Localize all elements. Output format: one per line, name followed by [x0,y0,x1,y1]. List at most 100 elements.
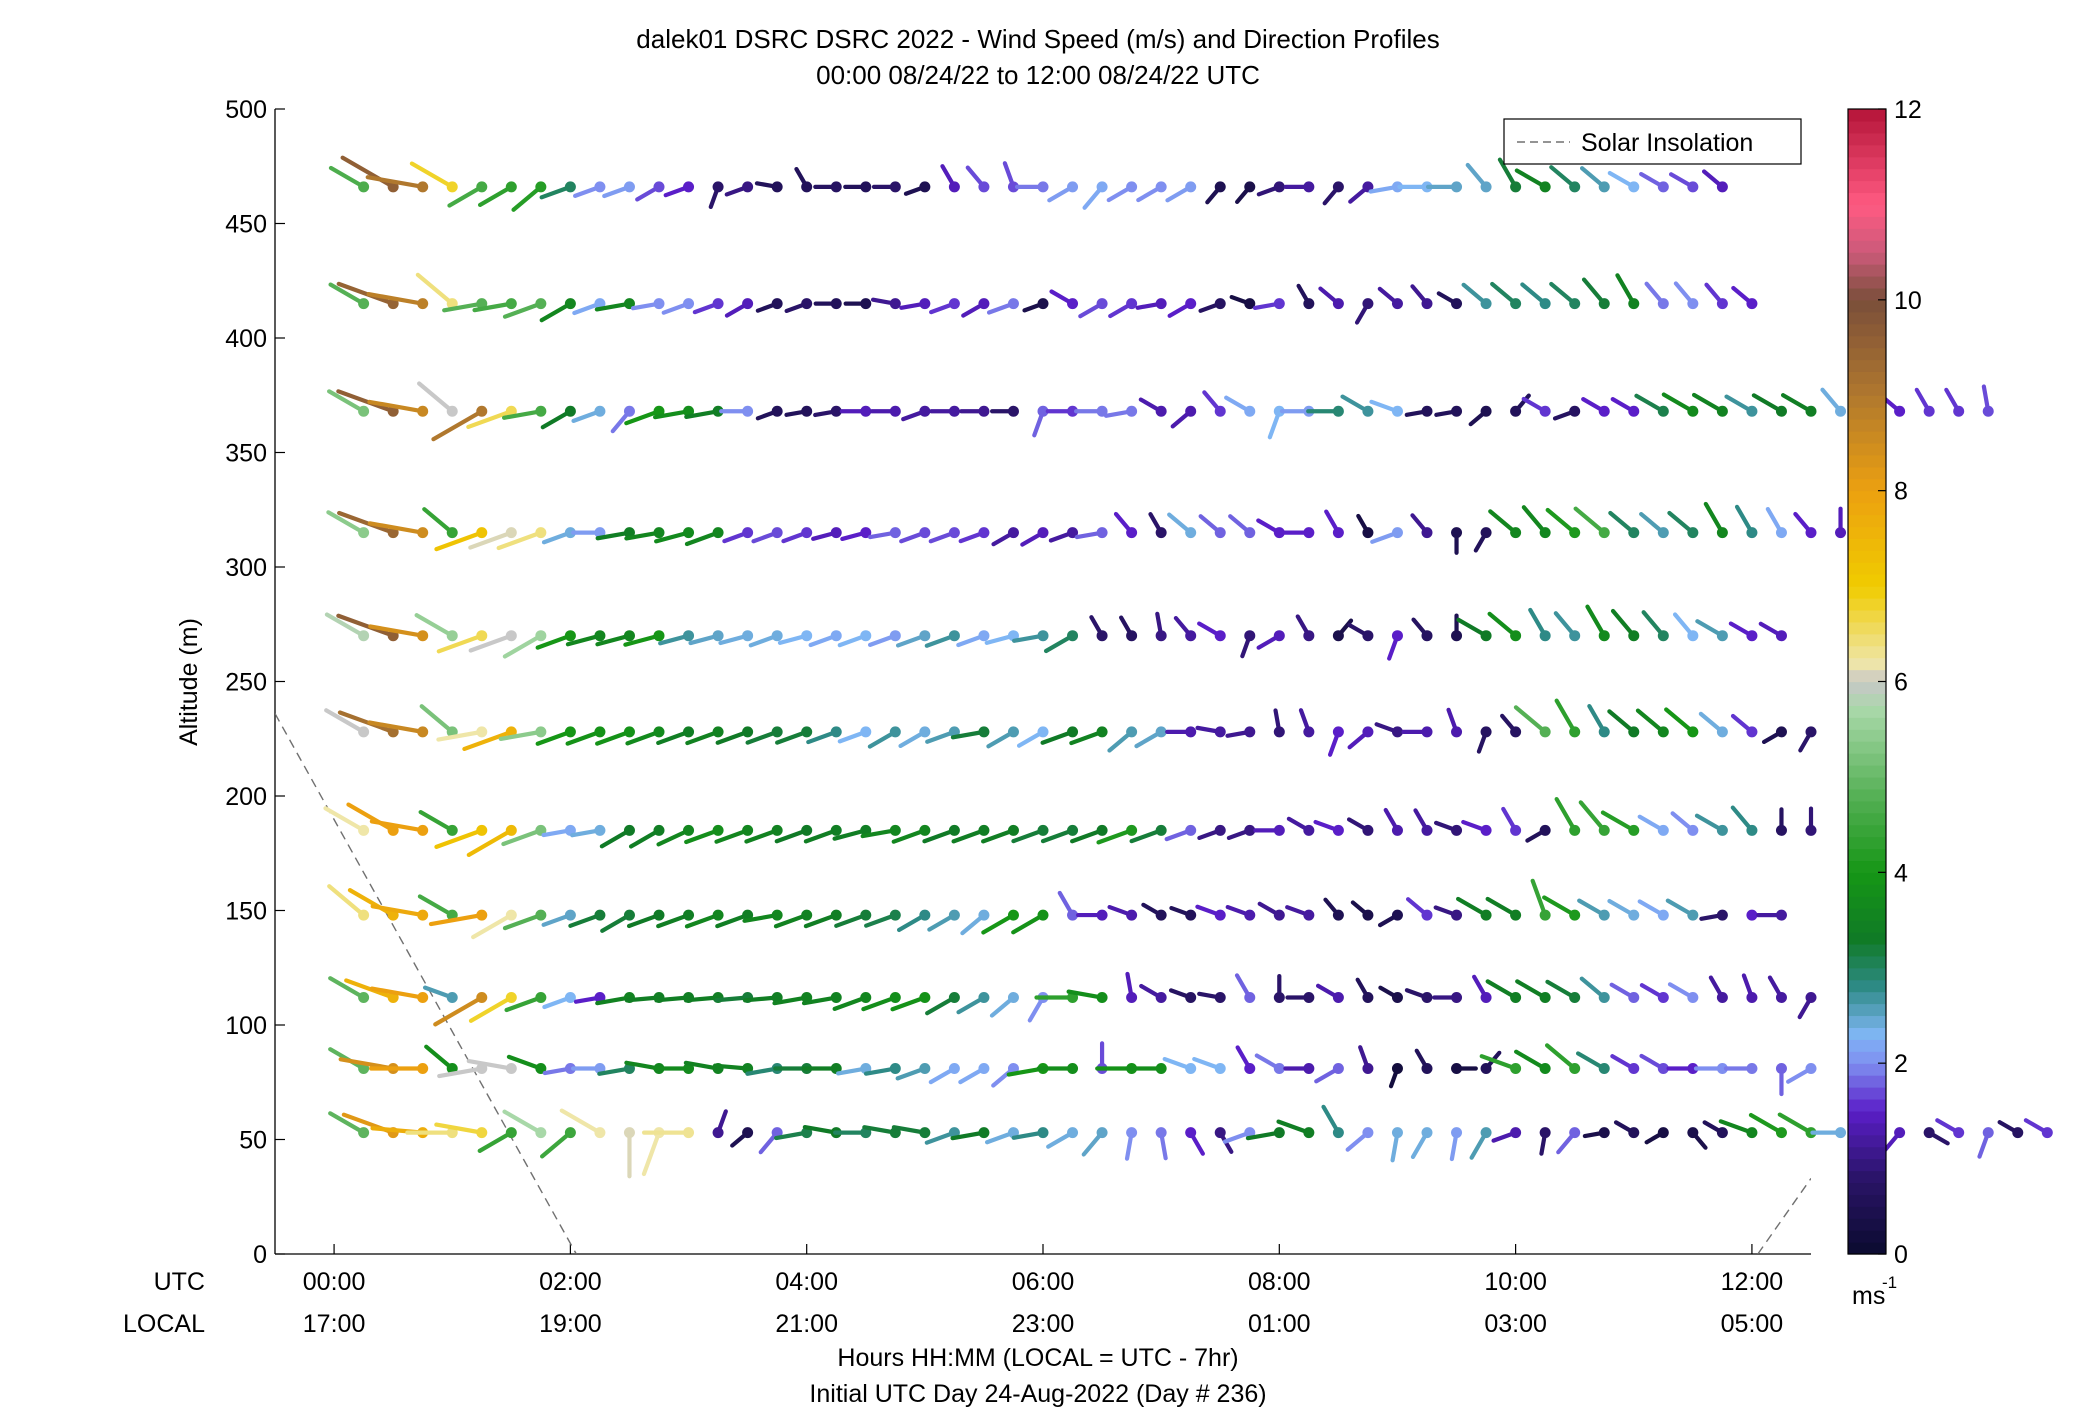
colorbar-segment [1848,896,1886,909]
wind-barb-point [948,405,960,417]
colorbar-segment [1848,562,1886,575]
wind-barb-point [889,726,901,738]
wind-barb-point [1687,1127,1699,1139]
wind-barb-stem [501,828,543,847]
y-tick-label: 200 [225,783,267,811]
colorbar-segment [1848,872,1886,885]
wind-barb-point [446,181,458,193]
wind-barb-point [1037,1127,1049,1139]
wind-barb-point [830,909,842,921]
wind-barb-point [1835,527,1847,539]
wind-barb-point [1598,405,1610,417]
wind-barb-point [623,909,635,921]
wind-barb-point [1805,824,1817,836]
colorbar-segment [1848,347,1886,361]
row-label-utc: UTC [154,1268,205,1296]
wind-barb-point [1539,1127,1551,1139]
colorbar-segment [1848,836,1886,850]
wind-barb-point [1273,527,1285,539]
wind-barb-stem [535,729,573,746]
wind-barb-point [830,630,842,642]
wind-barb-point [919,909,931,921]
wind-barb-stem [742,912,780,923]
wind-barb-point [1362,298,1374,310]
wind-barb-stem [424,1044,455,1071]
wind-barb-point [1037,824,1049,836]
wind-barb-point [358,630,370,642]
wind-barb-point [1421,909,1433,921]
wind-barb-point [1332,527,1344,539]
colorbar-segment [1848,1003,1886,1017]
wind-barb-point [1569,527,1581,539]
wind-barb-point [742,824,754,836]
wind-barb-point [1480,1127,1492,1139]
x-tick-label-utc: 08:00 [1248,1268,1311,1296]
wind-barb-point [358,527,370,539]
wind-barb-point [978,181,990,193]
wind-barb-point [446,824,458,836]
colorbar-segment [1848,955,1886,969]
wind-barb-point [535,1063,547,1075]
wind-barb-stem [502,301,543,319]
wind-barb-point [1273,405,1285,417]
wind-barb-point [1126,909,1138,921]
wind-barb-stem [1542,895,1577,918]
wind-barb-point [564,726,576,738]
wind-barb-stem [415,272,455,306]
wind-barb-point [564,1127,576,1139]
wind-barb-point [653,909,665,921]
colorbar-segment [1848,287,1886,301]
colorbar-segment [1848,252,1886,265]
wind-barb-stem [861,995,898,1012]
wind-barb-point [830,824,842,836]
wind-barb-point [535,405,547,417]
wind-barb-point [1332,630,1344,642]
wind-barb-point [919,726,931,738]
wind-barb-point [1273,298,1285,310]
wind-barb-point [505,992,517,1004]
wind-barb-point [1598,1127,1610,1139]
wind-barb-stem [539,301,573,323]
x-axis-label-secondary: Initial UTC Day 24-Aug-2022 (Day # 236) [809,1380,1266,1408]
wind-barb-stem [1530,878,1548,918]
wind-barb-point [1775,909,1787,921]
wind-barb-stem [419,704,455,734]
wind-barb-stem [652,409,691,420]
wind-barb-point [1214,909,1226,921]
wind-barb-point [417,992,429,1004]
colorbar-segment [1848,275,1886,289]
wind-barb-point [948,992,960,1004]
colorbar-segment [1848,943,1886,957]
wind-barb-stem [595,633,632,647]
colorbar-segment [1848,168,1886,182]
wind-barb-point [1303,1063,1315,1075]
y-axis-ticks: 0 50 100 150 200 250 300 350 400 450 500 [225,96,285,1269]
colorbar-segment [1848,478,1886,492]
colorbar-segment [1848,681,1886,695]
wind-barb-stem [417,381,455,414]
wind-barb-point [1510,1063,1522,1075]
wind-barb-point [1835,1127,1847,1139]
wind-barb-point [1421,527,1433,539]
wind-barb-point [1362,527,1374,539]
x-tick-label-utc: 00:00 [303,1268,366,1296]
wind-barb-stem [496,530,543,551]
colorbar-segment [1848,764,1886,778]
wind-barb-point [1037,909,1049,921]
wind-barb-point [1687,824,1699,836]
wind-barb-stem [466,409,514,430]
wind-barb-point [564,181,576,193]
wind-barb-point [1244,298,1256,310]
colorbar-segment [1848,180,1886,194]
colorbar-segment [1848,514,1886,528]
colorbar-segment [1848,729,1886,742]
wind-barb-stem [328,976,366,1000]
colorbar-segment [1848,490,1886,504]
wind-barb-point [1746,298,1758,310]
wind-barb-point [417,527,429,539]
x-tick-label-local: 03:00 [1484,1310,1547,1338]
wind-barb-point [594,630,606,642]
wind-barb-point [742,630,754,642]
wind-barb-stem [1544,1043,1577,1071]
wind-barb-point [1746,992,1758,1004]
